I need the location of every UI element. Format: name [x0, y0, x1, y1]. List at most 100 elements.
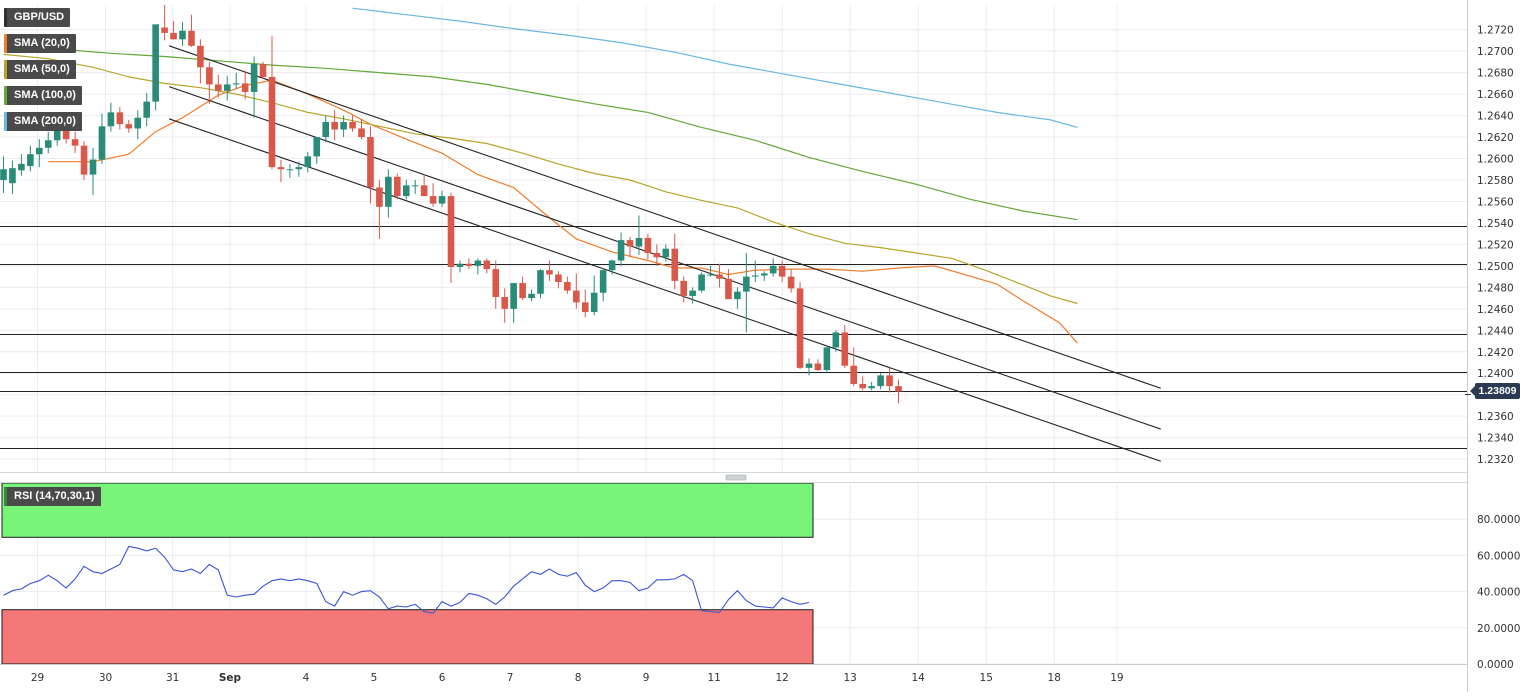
- time-tick-label-5: 5: [371, 672, 378, 684]
- legend-sma-50[interactable]: SMA (50,0): [4, 60, 76, 79]
- candle-body-79: [707, 274, 714, 276]
- candle-17: [152, 24, 159, 111]
- candle-35: [313, 137, 321, 164]
- candle-body-55: [492, 269, 500, 298]
- candle-8: [71, 131, 79, 154]
- price-tick-label-4: 1.2640: [1477, 111, 1514, 123]
- candle-body-54: [483, 260, 491, 270]
- candle-58: [519, 276, 526, 301]
- candle-70: [626, 236, 634, 258]
- candle-body-42: [376, 187, 383, 207]
- candle-13: [116, 106, 124, 130]
- rsi-tick-label-3: 20.0000: [1477, 623, 1520, 635]
- sma-line-3: [352, 7, 1078, 128]
- candle-body-61: [546, 270, 553, 275]
- candle-11: [98, 113, 106, 164]
- time-tick-label-10: 11: [707, 672, 720, 684]
- candle-86: [769, 258, 777, 277]
- candle-22: [197, 39, 204, 84]
- candle-body-23: [206, 67, 213, 85]
- rsi-line: [3, 545, 810, 614]
- rsi-tick-label-1: 60.0000: [1477, 550, 1520, 562]
- candle-19: [170, 21, 177, 40]
- candle-body-15: [134, 117, 142, 129]
- rsi-zones: [1, 482, 814, 665]
- rsi-series: [3, 545, 810, 614]
- legend-rsi[interactable]: RSI (14,70,30,1): [4, 487, 101, 506]
- candle-body-9: [80, 145, 88, 175]
- candle-90: [805, 358, 813, 376]
- price-tick-label-5: 1.2620: [1477, 132, 1514, 144]
- candle-body-82: [734, 291, 741, 300]
- candle-body-38: [340, 122, 347, 130]
- legend-symbol[interactable]: GBP/USD: [4, 8, 71, 27]
- candle-12: [107, 102, 115, 132]
- candle-24: [215, 74, 222, 98]
- candle-53: [474, 258, 482, 275]
- price-tick-label-0: 1.2720: [1477, 25, 1514, 37]
- candle-body-81: [725, 278, 732, 300]
- grid: [0, 5, 1467, 665]
- candle-73: [653, 244, 661, 266]
- candle-body-85: [760, 273, 768, 276]
- current-price-badge: 1.23809: [1470, 383, 1520, 399]
- candle-body-52: [465, 263, 473, 266]
- candle-68: [608, 259, 616, 275]
- candle-69: [617, 232, 625, 266]
- candle-body-28: [250, 64, 258, 92]
- candle-28: [250, 56, 258, 118]
- candle-27: [241, 70, 249, 100]
- candle-18: [161, 5, 168, 41]
- candle-36: [322, 115, 329, 143]
- candle-37: [331, 110, 338, 141]
- candle-body-57: [510, 283, 517, 309]
- candle-3: [27, 145, 34, 172]
- splitter-handle: [725, 474, 747, 481]
- price-tick-label-3: 1.2660: [1477, 89, 1514, 101]
- legend-sma-20[interactable]: SMA (20,0): [4, 34, 76, 53]
- candle-body-30: [268, 76, 276, 168]
- candle-64: [573, 273, 580, 309]
- candle-body-51: [456, 263, 464, 267]
- candle-94: [841, 324, 849, 368]
- candle-60: [537, 269, 544, 299]
- time-tick-label-6: 6: [439, 672, 446, 684]
- time-tick-label-12: 13: [843, 672, 856, 684]
- candle-98: [877, 373, 884, 390]
- candle-body-37: [331, 122, 338, 130]
- candle-56: [501, 288, 508, 323]
- candle-34: [304, 152, 312, 173]
- price-tick-label-19: 1.2340: [1477, 433, 1514, 445]
- candle-body-92: [823, 347, 831, 371]
- candle-93: [832, 330, 840, 352]
- candle-body-5: [44, 140, 52, 148]
- candle-body-73: [653, 252, 661, 258]
- candle-77: [689, 287, 696, 304]
- price-tick-label-14: 1.2440: [1477, 325, 1514, 337]
- candle-43: [385, 169, 392, 218]
- candle-20: [179, 22, 186, 46]
- candle-25: [223, 75, 231, 101]
- candle-body-14: [125, 124, 133, 129]
- channel-line-2: [168, 118, 1161, 462]
- sma-line-1: [3, 53, 1078, 305]
- candle-body-4: [36, 147, 43, 155]
- candle-body-12: [107, 112, 115, 127]
- candle-body-8: [71, 139, 79, 146]
- candle-97: [868, 381, 875, 391]
- legend-sma-200[interactable]: SMA (200,0): [4, 112, 82, 131]
- legend-sma-100[interactable]: SMA (100,0): [4, 86, 82, 105]
- candle-body-87: [778, 265, 786, 277]
- candle-body-77: [689, 290, 696, 296]
- candle-body-3: [27, 154, 34, 167]
- pane-splitter[interactable]: [725, 474, 747, 481]
- price-tick-label-9: 1.2540: [1477, 218, 1514, 230]
- candle-body-18: [161, 27, 168, 33]
- time-tick-label-2: 31: [166, 672, 179, 684]
- time-tick-label-11: 12: [775, 672, 788, 684]
- candle-body-47: [420, 185, 428, 197]
- candle-body-53: [474, 260, 482, 266]
- candle-body-70: [626, 240, 634, 247]
- candle-body-56: [501, 297, 508, 309]
